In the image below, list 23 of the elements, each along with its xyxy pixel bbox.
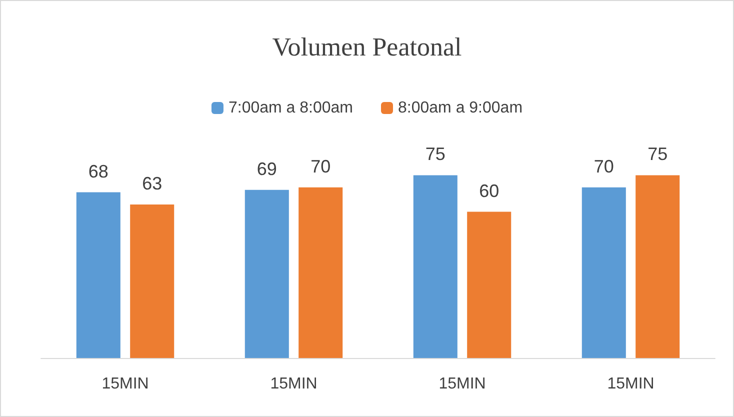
data-label: 60: [479, 180, 500, 201]
legend-label: 8:00am a 9:00am: [398, 100, 523, 116]
data-label: 75: [648, 144, 668, 164]
x-tick-label: 15MIN: [607, 376, 654, 392]
bar: [244, 190, 289, 358]
bar: [582, 187, 626, 358]
bar: [130, 204, 174, 358]
bar: [298, 187, 343, 358]
data-label: 69: [256, 158, 277, 179]
bar: [76, 192, 120, 358]
data-label: 68: [88, 161, 108, 182]
data-label: 70: [594, 156, 614, 176]
chart-title: Volumen Peatonal: [272, 32, 462, 62]
x-tick-label: 15MIN: [270, 376, 318, 392]
bar: [467, 212, 512, 358]
x-tick-label: 15MIN: [438, 376, 486, 392]
bar: [413, 175, 458, 358]
x-tick-label: 15MIN: [102, 376, 149, 392]
bar: [636, 175, 680, 358]
legend-label: 7:00am a 8:00am: [228, 100, 354, 116]
data-label: 63: [142, 173, 162, 194]
data-label: 70: [310, 156, 331, 176]
data-label: 75: [425, 144, 446, 164]
